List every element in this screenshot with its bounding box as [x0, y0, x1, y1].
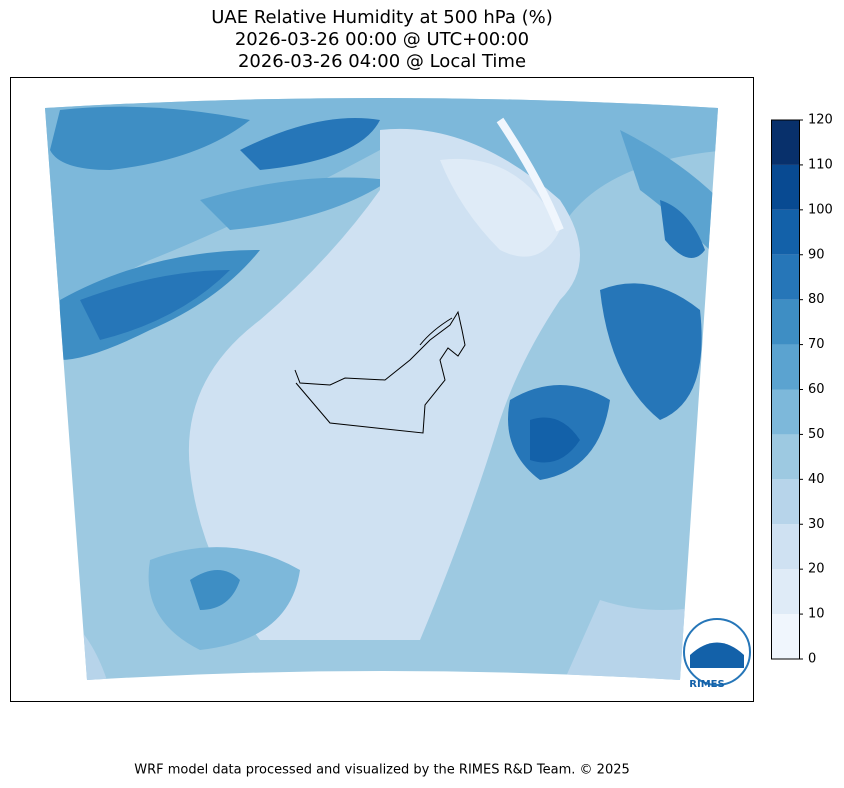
logo: RIMES	[683, 618, 751, 690]
colorbar-tick-label: 100	[808, 202, 833, 217]
colorbar-tick-label: 40	[808, 472, 825, 487]
colorbar-segment	[771, 299, 799, 345]
title-line: 2026-03-26 04:00 @ Local Time	[238, 51, 526, 72]
colorbar-segment	[771, 524, 799, 570]
logo-text: RIMES	[689, 679, 724, 690]
footer: WRF model data processed and visualized …	[134, 763, 630, 778]
colorbar-segment	[771, 209, 799, 255]
colorbar-tick-label: 50	[808, 427, 825, 442]
colorbar-segment	[771, 254, 799, 300]
uae-border	[294, 310, 466, 434]
colorbar-segment	[771, 614, 799, 659]
colorbar-tick-label: 70	[808, 337, 825, 352]
colorbar-tick-label: 60	[808, 382, 825, 397]
colorbar-tick-label: 30	[808, 517, 825, 532]
colorbar-segment	[771, 479, 799, 525]
colorbar-tick-label: 10	[808, 607, 825, 622]
humidity-field	[45, 98, 718, 680]
colorbar-segment	[771, 120, 799, 165]
colorbar-tick-label: 120	[808, 113, 833, 128]
colorbar-segment	[771, 569, 799, 615]
colorbar-tick-label: 110	[808, 157, 833, 172]
title-line: 2026-03-26 00:00 @ UTC+00:00	[235, 29, 529, 50]
coastline	[419, 317, 453, 346]
title-line: UAE Relative Humidity at 500 hPa (%)	[211, 7, 552, 28]
colorbar-tick-label: 80	[808, 292, 825, 307]
colorbar-tick-label: 0	[808, 652, 816, 667]
colorbar-segment	[771, 434, 799, 480]
colorbar-segment	[771, 389, 799, 435]
colorbar-tick-label: 20	[808, 562, 825, 577]
colorbar-tick-label: 90	[808, 247, 825, 262]
colorbar-segment	[771, 164, 799, 210]
colorbar-segment	[771, 344, 799, 390]
colorbar: 0 10 20 30 40 50 60 70 80 90 100 110 120	[771, 113, 833, 667]
